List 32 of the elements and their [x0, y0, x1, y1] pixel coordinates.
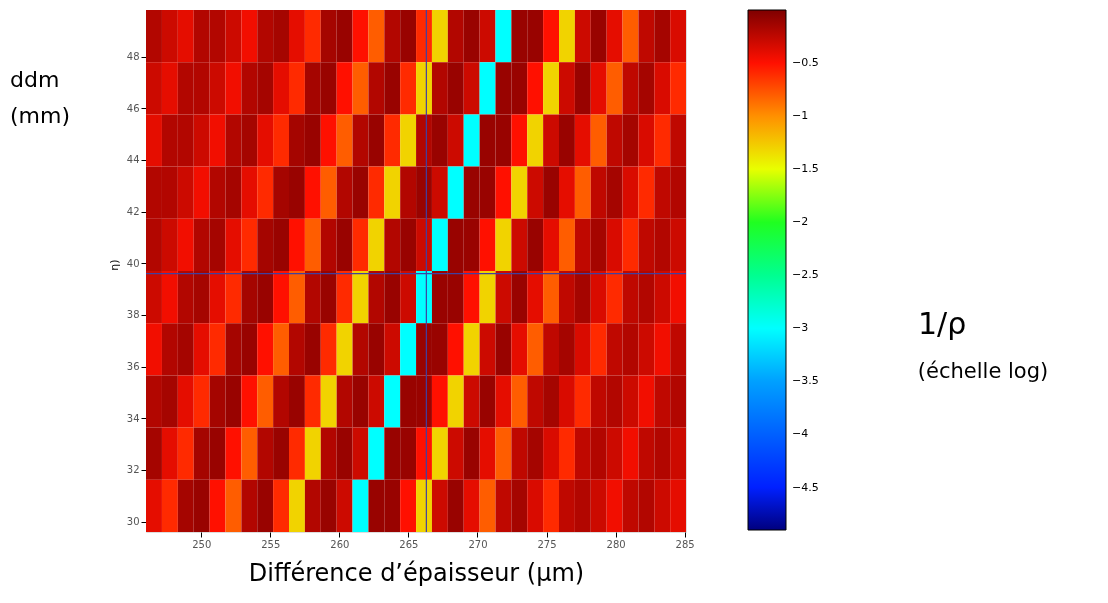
x-tick-label: 285 [675, 538, 695, 550]
y-tick-label: 44 [126, 154, 140, 166]
y-tick-label: 36 [126, 361, 140, 373]
color-bar-label: −2 [792, 215, 809, 229]
color-bar-label: −1 [792, 109, 809, 123]
y-tick-label: 32 [126, 464, 140, 476]
x-tick-label: 280 [606, 538, 626, 550]
x-tick-label: 265 [399, 538, 419, 550]
color-bar-label: −2.5 [792, 268, 819, 282]
color-bar-label: −3.5 [792, 374, 819, 388]
x-tick-label: 255 [261, 538, 281, 550]
color-bar-label: −0.5 [792, 56, 819, 70]
x-tick-label: 275 [537, 538, 557, 550]
y-axis-title: ddm (mm) [10, 67, 71, 128]
x-tick-label: 260 [330, 538, 350, 550]
y-tick-label: 48 [126, 51, 140, 63]
y-tick-label: 40 [126, 257, 140, 269]
y-tick-label: 30 [126, 516, 140, 528]
y-tick-label: 42 [126, 206, 140, 218]
y-tick-label: 46 [126, 102, 140, 114]
text: η) [108, 259, 121, 271]
x-axis-title: Différence d’épaisseur (µm) [248, 558, 585, 587]
x-tick-label: 250 [192, 538, 212, 550]
x-tick-label: 270 [468, 538, 488, 550]
y-tick-label: 34 [126, 412, 140, 424]
color-bar-label: −4 [792, 427, 809, 441]
color-bar-title: 1/ρ [918, 306, 967, 341]
color-bar-label: −1.5 [792, 162, 819, 176]
color-bar-label: −4.5 [792, 480, 819, 494]
y-tick-label: 38 [126, 309, 140, 321]
text: (échelle log) [917, 359, 1049, 383]
color-bar-label: −3 [792, 321, 809, 335]
